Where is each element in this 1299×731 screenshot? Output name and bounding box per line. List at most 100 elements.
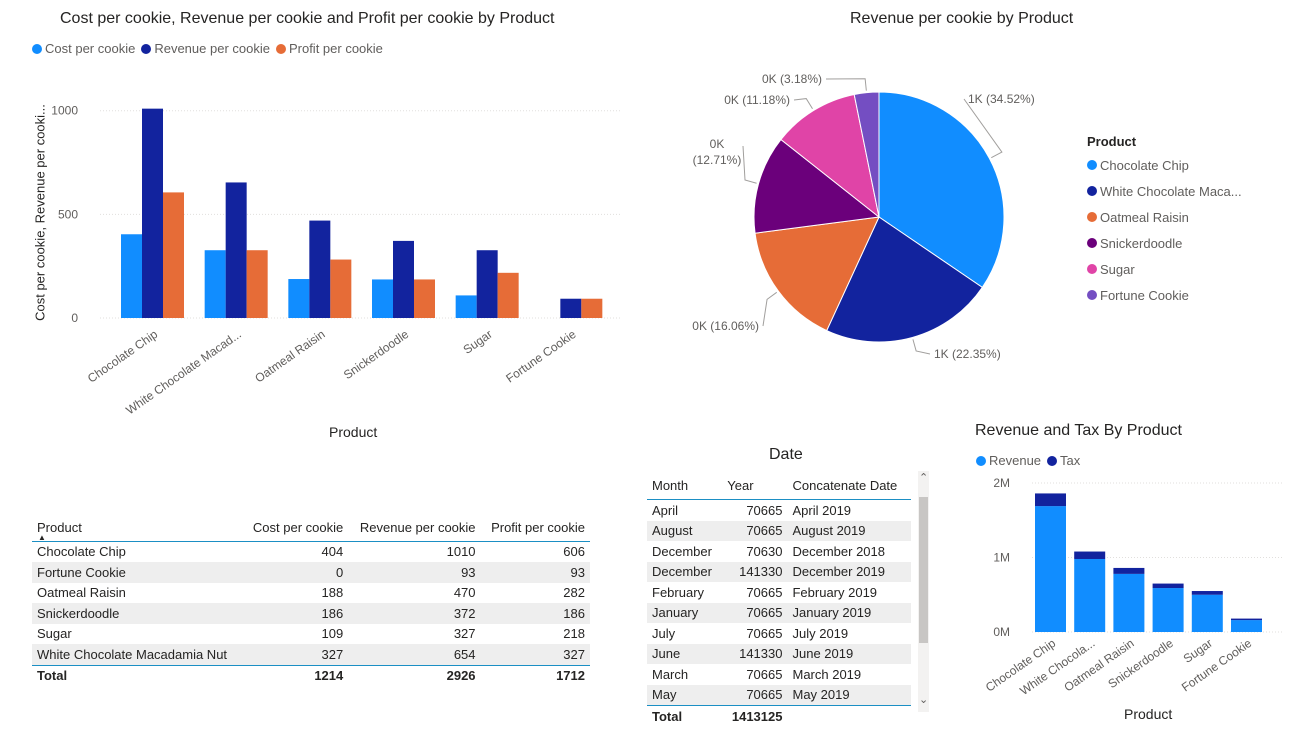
pie-legend-item[interactable]: Chocolate Chip xyxy=(1087,152,1242,178)
bar[interactable] xyxy=(225,182,247,318)
y-tick-label: 0 xyxy=(71,311,78,325)
table-row[interactable]: Chocolate Chip 404 1010 606 xyxy=(32,541,590,562)
bar[interactable] xyxy=(142,108,163,319)
stacked-bar-legend-item[interactable]: Revenue xyxy=(976,453,1041,468)
table-cell: April 2019 xyxy=(792,502,852,518)
pie-legend-item[interactable]: Fortune Cookie xyxy=(1087,282,1242,308)
bar[interactable] xyxy=(1231,618,1262,621)
pie-legend-title: Product xyxy=(1087,134,1137,149)
bar[interactable] xyxy=(246,250,268,318)
bar[interactable] xyxy=(476,250,498,318)
table-cell: 70630 xyxy=(746,543,783,559)
bar[interactable] xyxy=(204,250,226,318)
pie-slice[interactable] xyxy=(753,138,881,234)
table-cell: January xyxy=(647,602,723,623)
pie-slice[interactable] xyxy=(878,91,1005,289)
sort-ascending-icon[interactable]: ▲ xyxy=(38,532,46,542)
bar-chart-legend-item[interactable]: Cost per cookie xyxy=(32,41,135,56)
bar[interactable] xyxy=(1074,558,1106,632)
bar[interactable] xyxy=(1113,567,1145,574)
col-profit-per-cookie[interactable]: Profit per cookie xyxy=(480,514,590,542)
pie-data-label: 1K (34.52%) xyxy=(968,92,1035,106)
table-row[interactable]: April 70665 April 2019 xyxy=(647,500,911,521)
pie-data-label: (12.71%) xyxy=(693,153,742,167)
bar[interactable] xyxy=(1191,591,1223,595)
table-row[interactable]: March 70665 March 2019 xyxy=(647,664,911,685)
table-row[interactable]: Fortune Cookie 0 93 93 xyxy=(32,562,590,583)
table-row[interactable]: February 70665 February 2019 xyxy=(647,582,911,603)
bar[interactable] xyxy=(497,272,519,318)
legend-dot-icon xyxy=(1087,212,1097,222)
bar[interactable] xyxy=(330,259,352,318)
table-row[interactable]: August 70665 August 2019 xyxy=(647,520,911,541)
table-row[interactable]: June 141330 June 2019 xyxy=(647,643,911,664)
bar[interactable] xyxy=(455,295,477,318)
bar-chart-cookie-metrics[interactable]: Cost per cookie, Revenue per cookie and … xyxy=(0,0,640,445)
col-year[interactable]: Year xyxy=(722,471,788,500)
stacked-bar-legend-item[interactable]: Tax xyxy=(1047,453,1080,468)
pie-leader-line xyxy=(825,78,867,91)
pie-leader-line xyxy=(742,145,757,184)
col-revenue-per-cookie[interactable]: Revenue per cookie xyxy=(348,514,481,542)
bar[interactable] xyxy=(372,279,393,318)
bar[interactable] xyxy=(1035,493,1066,507)
pie-legend-item[interactable]: Oatmeal Raisin xyxy=(1087,204,1242,230)
date-table-scrollbar[interactable]: ⌃ ⌄ xyxy=(918,471,929,712)
bar[interactable] xyxy=(1152,588,1184,632)
bar[interactable] xyxy=(560,298,582,318)
col-month[interactable]: Month xyxy=(647,471,723,500)
table-cell: 186 xyxy=(480,603,590,624)
pie-legend-item[interactable]: White Chocolate Maca... xyxy=(1087,178,1242,204)
scrollbar-thumb[interactable] xyxy=(919,497,928,643)
bar[interactable] xyxy=(393,240,414,318)
legend-dot-icon xyxy=(1087,186,1097,196)
pie-chart-revenue[interactable]: Revenue per cookie by Product 1K (34.52%… xyxy=(640,0,1299,420)
table-row[interactable]: Sugar 109 327 218 xyxy=(32,624,590,645)
stacked-bar-title: Revenue and Tax By Product xyxy=(975,422,1182,439)
bar[interactable] xyxy=(309,220,331,318)
table-row[interactable]: Snickerdoodle 186 372 186 xyxy=(32,603,590,624)
pie-data-label: 1K (22.35%) xyxy=(934,347,1001,361)
pie-chart-title: Revenue per cookie by Product xyxy=(850,10,1074,27)
date-table-title: Date xyxy=(769,446,803,463)
scroll-down-icon[interactable]: ⌄ xyxy=(919,694,929,706)
date-table[interactable]: Date Month Year Concatenate Date April 70… xyxy=(647,444,932,729)
table-cell: July xyxy=(652,625,676,641)
bar[interactable] xyxy=(288,279,310,318)
bar[interactable] xyxy=(1231,620,1262,632)
y-tick-label: 2M xyxy=(993,476,1010,490)
stacked-bar-chart-revenue-tax[interactable]: Revenue and Tax By Product Revenue Tax 0M… xyxy=(960,415,1299,731)
table-row[interactable]: January 70665 January 2019 xyxy=(647,602,911,623)
legend-label: Oatmeal Raisin xyxy=(1100,209,1189,225)
pie-slice[interactable] xyxy=(780,93,880,219)
table-row[interactable]: White Chocolate Macadamia Nut 327 654 327 xyxy=(32,644,590,665)
pie-legend-item[interactable]: Sugar xyxy=(1087,256,1242,282)
table-row[interactable]: July 70665 July 2019 xyxy=(647,623,911,644)
bar-chart-legend-item[interactable]: Revenue per cookie xyxy=(141,41,270,56)
pie-slice[interactable] xyxy=(826,216,983,343)
table-cell: 327 xyxy=(242,644,349,665)
date-table-header: Month Year Concatenate Date xyxy=(647,471,911,500)
col-concatenate-date[interactable]: Concatenate Date xyxy=(787,471,911,500)
bar[interactable] xyxy=(1191,594,1223,632)
bar[interactable] xyxy=(581,298,603,318)
pie-legend-item[interactable]: Snickerdoodle xyxy=(1087,230,1242,256)
bar[interactable] xyxy=(1152,583,1184,589)
col-cost-per-cookie[interactable]: Cost per cookie xyxy=(242,514,349,542)
bar[interactable] xyxy=(1074,551,1106,559)
scroll-up-icon[interactable]: ⌃ xyxy=(919,472,929,484)
bar[interactable] xyxy=(1113,573,1145,632)
bar[interactable] xyxy=(163,192,184,318)
bar-chart-legend-item[interactable]: Profit per cookie xyxy=(275,41,383,56)
pie-slice[interactable] xyxy=(754,216,880,332)
table-row[interactable]: May 70665 May 2019 xyxy=(647,684,911,706)
col-product[interactable]: Product ▲ xyxy=(32,514,243,542)
table-row[interactable]: Oatmeal Raisin 188 470 282 xyxy=(32,583,590,604)
bar[interactable] xyxy=(1035,506,1066,632)
bar[interactable] xyxy=(414,279,435,318)
bar[interactable] xyxy=(121,234,142,318)
table-row[interactable]: December 141330 December 2019 xyxy=(647,561,911,582)
pie-slice[interactable] xyxy=(853,91,880,218)
product-table[interactable]: Product ▲ Cost per cookie Revenue per co… xyxy=(32,514,592,686)
table-row[interactable]: December 70630 December 2018 xyxy=(647,541,911,562)
